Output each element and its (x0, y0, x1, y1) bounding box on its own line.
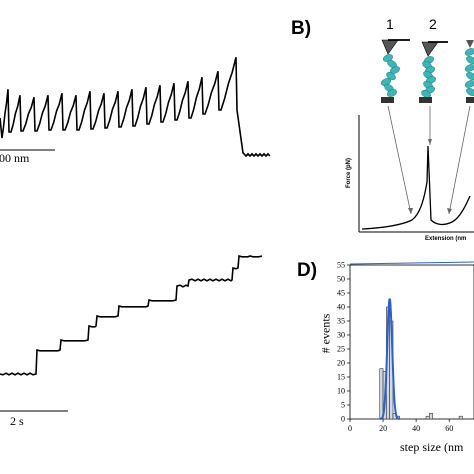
molecule-chain-2 (421, 56, 436, 98)
molecule-bead (387, 89, 397, 97)
cantilever-1-number: 1 (386, 16, 394, 32)
inset-xlabel: Extension (nm (425, 236, 467, 242)
y-tick-label: 0 (341, 415, 345, 424)
histogram-bar (379, 368, 384, 420)
substrate-2 (419, 97, 432, 103)
plot-frame (349, 264, 474, 420)
x-tick-label: 40 (412, 424, 420, 433)
molecule-bead (466, 88, 474, 96)
x-tick-label: 60 (445, 424, 453, 433)
cantilever-2-icon (421, 41, 448, 57)
histogram-bar (425, 415, 430, 420)
molecule-bead (466, 72, 474, 80)
y-tick-label: 35 (337, 317, 345, 326)
y-tick-label: 55 (337, 261, 345, 270)
top-blue-line (349, 261, 474, 265)
panel-a-scale-label: 00 nm (0, 151, 30, 165)
cantilever-1-icon (381, 39, 410, 55)
histogram-bar (429, 413, 433, 420)
y-tick-label: 30 (337, 331, 345, 340)
substrate-3 (466, 97, 474, 103)
molecule-bead (465, 48, 474, 56)
gaussian-fit-curve (379, 298, 400, 420)
panel-c-staircase-trace (0, 254, 263, 376)
y-tick-label: 25 (337, 345, 345, 354)
panel-d-histogram: 0 5 10 15 20 25 30 35 40 45 50 55 0 20 40 60 (337, 261, 474, 433)
histogram-bar (458, 415, 463, 420)
cantilever-2-number: 2 (429, 16, 437, 32)
molecule-bead (465, 64, 474, 72)
cantilever-3-icon (466, 40, 474, 48)
y-tick-label: 45 (337, 289, 345, 298)
molecule-bead (466, 56, 474, 64)
inset-force-curve (361, 145, 471, 230)
panel-a-sawtooth-trace (0, 57, 271, 158)
molecule-bead (421, 90, 431, 98)
x-tick-label: 0 (348, 424, 352, 433)
histogram-xlabel: step size (nm (400, 440, 464, 454)
substrate-1 (381, 97, 394, 103)
pointer-arrow-1 (387, 105, 412, 215)
y-tick-label: 15 (337, 373, 345, 382)
panel-c-scale-label: 2 s (10, 414, 24, 428)
pointer-arrow-3 (448, 105, 471, 215)
histogram-ylabel: # events (318, 313, 333, 354)
y-tick-label: 5 (341, 401, 345, 410)
y-tick-label: 20 (337, 359, 345, 368)
molecule-chain-1 (381, 54, 400, 97)
panel-b-schematic (358, 39, 474, 233)
molecule-chain-3 (465, 48, 474, 96)
y-tick-label: 10 (337, 387, 345, 396)
panel-d-label: D) (297, 260, 318, 281)
y-tick-label: 40 (337, 303, 345, 312)
inset-ylabel: Force (pN) (346, 158, 352, 188)
panel-b-label: B) (291, 18, 312, 39)
y-tick-label: 50 (337, 275, 345, 284)
molecule-bead (390, 66, 400, 74)
x-tick-label: 20 (379, 424, 387, 433)
molecule-bead (465, 80, 474, 88)
